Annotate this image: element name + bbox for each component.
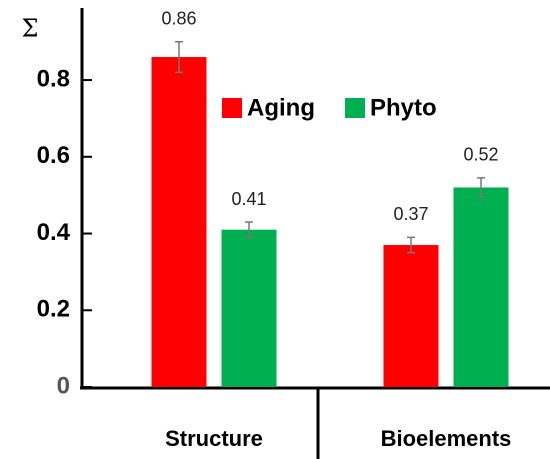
y-axis-label: Σ xyxy=(22,15,39,43)
bar xyxy=(453,187,509,387)
bar xyxy=(151,57,207,387)
value-label: 0.86 xyxy=(161,8,196,28)
x-tick-label: Bioelements xyxy=(381,426,512,451)
legend-label: Phyto xyxy=(370,94,437,121)
value-label: 0.37 xyxy=(393,204,428,224)
legend-label: Aging xyxy=(247,94,315,121)
legend-swatch xyxy=(345,98,365,118)
value-label: 0.41 xyxy=(231,189,266,209)
y-tick-label: 0.6 xyxy=(37,142,70,169)
bar xyxy=(383,245,439,387)
value-label: 0.52 xyxy=(463,145,498,165)
legend-swatch xyxy=(222,98,242,118)
x-tick-label: Structure xyxy=(165,426,263,451)
y-tick-label: 0.4 xyxy=(37,219,71,246)
y-tick-label: 0.8 xyxy=(37,65,70,92)
y-tick-label: 0.2 xyxy=(37,296,70,323)
y-tick-label: 0 xyxy=(57,372,70,399)
bar xyxy=(221,229,277,387)
